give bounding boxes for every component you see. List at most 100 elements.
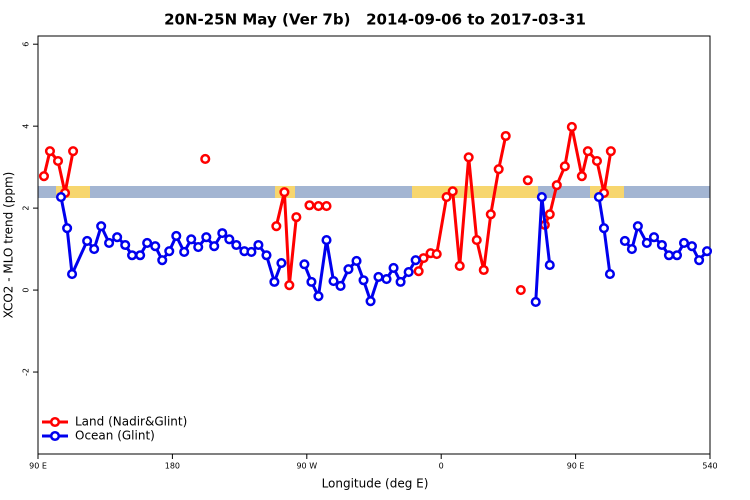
data-point (127, 250, 138, 261)
data-point (381, 273, 392, 285)
data-point (231, 239, 242, 251)
data-point (447, 186, 458, 197)
data-point (279, 187, 290, 198)
data-point (373, 271, 384, 283)
data-point (678, 237, 690, 249)
data-point (686, 241, 697, 252)
data-point (663, 250, 674, 261)
data-point (217, 228, 228, 239)
data-point (142, 237, 153, 249)
data-point (604, 269, 615, 280)
x-tick-label: 0 (439, 462, 444, 471)
data-point (365, 296, 376, 307)
data-point (269, 276, 280, 287)
data-point (62, 223, 73, 234)
data-point (171, 230, 182, 242)
data-point (544, 260, 555, 271)
data-point (299, 259, 310, 270)
data-point (485, 209, 496, 220)
data-point (164, 246, 175, 257)
data-point (598, 223, 610, 234)
data-point (306, 276, 317, 287)
data-point (656, 239, 667, 251)
data-point (536, 192, 547, 203)
data-point (515, 285, 526, 296)
x-tick-label: 90 E (29, 462, 47, 471)
data-point (351, 255, 362, 267)
x-tick-label: 90 W (296, 462, 317, 471)
data-point (44, 146, 55, 157)
data-point (632, 221, 643, 232)
legend-label: Ocean (Glint) (75, 429, 155, 443)
data-point (246, 246, 257, 258)
band-land (412, 186, 538, 198)
data-point (313, 201, 324, 212)
data-point (52, 155, 64, 167)
y-axis-label: XCO2 - MLO trend (ppm) (2, 172, 16, 319)
data-point (641, 237, 652, 249)
data-point (304, 200, 315, 211)
data-point (96, 221, 107, 232)
data-point (104, 237, 115, 249)
y-tick-label: 2 (22, 206, 31, 211)
y-tick-label: -2 (22, 368, 31, 376)
x-tick-label: 180 (165, 462, 180, 471)
legend: Land (Nadir&Glint)Ocean (Glint) (42, 415, 187, 443)
data-point (120, 239, 131, 251)
data-point (112, 232, 123, 243)
data-point (38, 171, 50, 182)
data-point (530, 296, 541, 308)
y-tick-label: 0 (22, 288, 31, 293)
data-point (82, 235, 93, 246)
data-point (413, 266, 424, 277)
data-point (701, 246, 713, 257)
x-tick-label: 90 E (567, 462, 585, 471)
data-point (358, 275, 369, 286)
data-point (403, 266, 414, 278)
data-point (566, 121, 577, 133)
data-point (648, 232, 660, 243)
data-point (454, 260, 465, 271)
data-point (271, 221, 282, 232)
data-point (471, 235, 482, 246)
data-point (551, 180, 562, 191)
data-point (694, 255, 705, 266)
plot-frame (37, 35, 711, 455)
legend-label: Land (Nadir&Glint) (75, 415, 187, 429)
data-point (605, 146, 616, 157)
data-point (253, 239, 264, 251)
data-point (284, 280, 295, 291)
data-point (544, 209, 555, 220)
data-point (395, 276, 406, 287)
data-point (313, 291, 324, 302)
data-point (157, 255, 168, 266)
data-point (68, 146, 79, 157)
data-point (276, 257, 287, 269)
data-point (150, 241, 161, 252)
data-point (224, 234, 235, 245)
data-point (291, 212, 302, 223)
data-point (200, 153, 211, 164)
data-point (463, 152, 474, 163)
data-point (209, 241, 220, 252)
data-point (619, 235, 630, 246)
data-point (626, 244, 637, 255)
data-point (55, 192, 67, 203)
data-point (201, 232, 212, 243)
data-point (493, 164, 504, 175)
data-point (582, 146, 593, 157)
data-point (671, 250, 683, 261)
legend-marker (49, 416, 61, 428)
data-point (335, 280, 346, 292)
data-point (343, 264, 354, 275)
chart-title: 20N-25N May (Ver 7b) 2014-09-06 to 2017-… (164, 11, 586, 29)
data-point (193, 241, 204, 253)
data-point (410, 255, 421, 266)
legend-marker (49, 430, 61, 442)
data-point (66, 269, 78, 280)
data-point (135, 250, 146, 261)
data-point (186, 234, 197, 245)
data-point (89, 244, 100, 255)
data-point (431, 248, 442, 260)
